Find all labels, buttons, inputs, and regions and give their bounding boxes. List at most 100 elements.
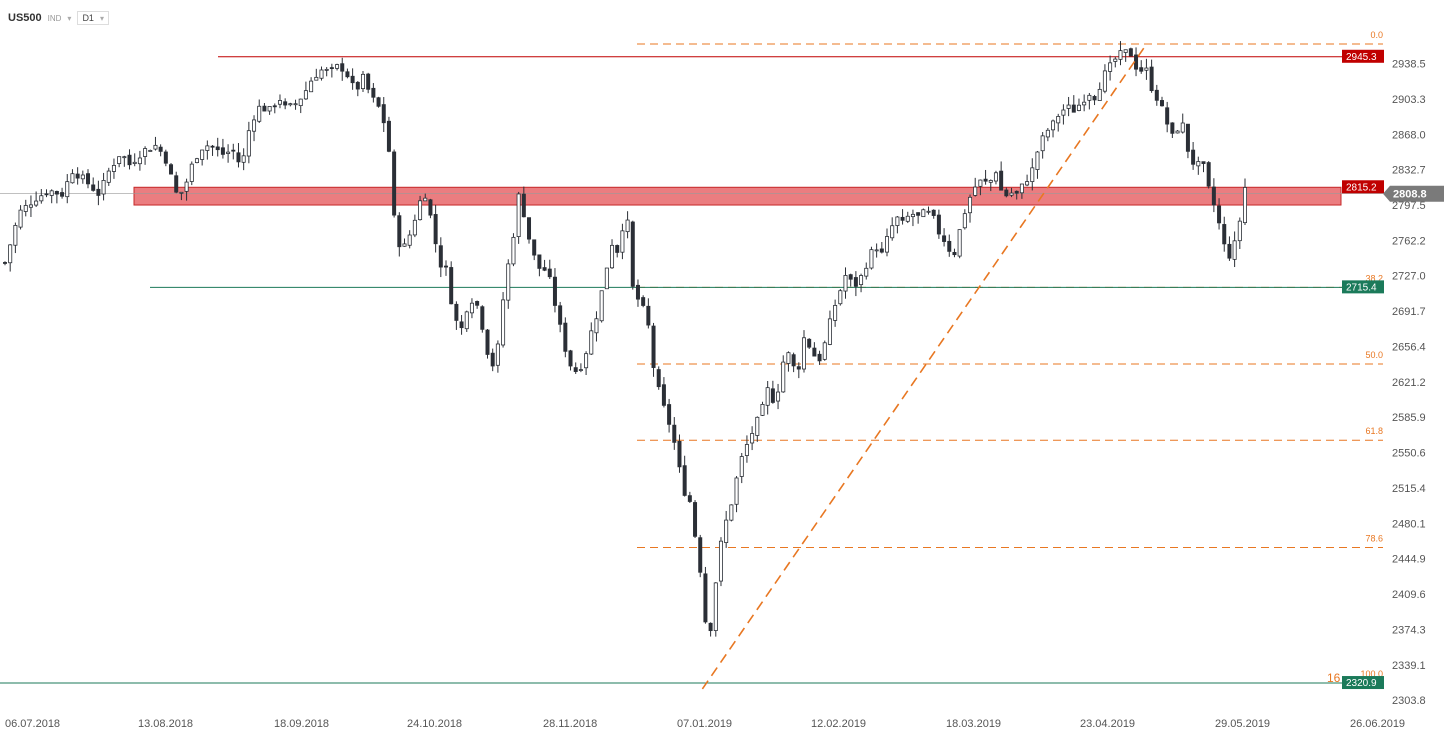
candle-body [770,388,775,403]
candle-body [672,424,677,443]
candle-body [547,268,552,278]
candle-body [309,80,314,93]
candle-body [454,303,459,321]
y-axis-tick-label: 2374.3 [1392,624,1426,636]
candle-body [693,502,698,537]
x-axis-tick-label: 12.02.2019 [811,718,866,730]
candle-body [345,71,350,78]
candle-body [1082,101,1087,106]
candle-body [537,254,542,269]
y-axis-tick-label: 2480.1 [1392,518,1426,530]
candle-body [973,186,978,196]
fib-level-label: 100.0 [1360,669,1383,679]
candle-body [739,456,744,477]
candle-body [1180,122,1185,133]
candle-body [1211,186,1216,206]
candle-body [552,276,557,306]
candle-body [713,582,718,631]
candle-body [283,101,288,106]
fib-level-label: 78.6 [1365,534,1383,544]
candle-body [988,180,993,183]
candle-body [220,147,225,155]
x-axis-tick-label: 26.06.2019 [1350,718,1405,730]
candle-body [1196,161,1201,167]
candle-body [1092,96,1097,101]
y-axis-tick-label: 2515.4 [1392,483,1426,495]
candle-body [527,217,532,240]
candle-body [983,178,988,182]
candle-body [189,163,194,182]
candle-body [641,297,646,306]
candle-body [506,263,511,301]
chevron-down-icon[interactable]: ▾ [67,13,72,23]
timeframe-select[interactable]: D1 ▾ [77,11,109,25]
y-axis-tick-label: 2832.7 [1392,165,1426,177]
y-axis-tick-label: 2727.0 [1392,271,1426,283]
candle-body [812,347,817,357]
candle-body [381,104,386,124]
candle-body [563,322,568,352]
candle-body [594,318,599,334]
candle-body [366,73,371,90]
candle-body [578,369,583,371]
x-axis-tick-label: 18.03.2019 [946,718,1001,730]
candle-body [615,245,620,253]
candle-body [1025,181,1030,186]
candle-body [1097,88,1102,101]
candle-body [1191,149,1196,165]
x-axis-tick-label: 23.04.2019 [1080,718,1135,730]
zone-price-badge-bg [1342,180,1384,194]
y-axis-tick-label: 2444.9 [1392,554,1426,566]
candle-body [827,318,832,345]
candle-body [231,149,236,152]
candle-body [558,305,563,325]
candle-body [542,267,547,271]
candle-body [298,98,303,107]
candle-body [1165,107,1170,125]
candle-body [817,353,822,362]
candle-body [1237,220,1242,242]
candle-body [765,387,770,406]
resistance-price-badge: 2945.3 [1346,52,1377,63]
candle-body [905,215,910,222]
candle-body [314,76,319,81]
symbol-label[interactable]: US500 [8,12,42,24]
candle-body [101,180,106,195]
candle-body [428,199,433,216]
candle-body [656,369,661,388]
candle-body [1222,224,1227,245]
candle-body [350,75,355,84]
x-axis-tick-label: 24.10.2018 [407,718,462,730]
candle-body [1045,129,1050,138]
candle-body [438,245,443,268]
candle-body [449,267,454,305]
candle-body [843,275,848,292]
candle-body [729,504,734,521]
candle-body [86,173,91,185]
resistance-price-badge-bg [1342,49,1384,63]
candle-body [335,64,340,69]
instrument-type-label[interactable]: IND [47,13,62,23]
candle-body [599,290,604,322]
candle-body [288,103,293,106]
fib-trend-line [701,43,1148,690]
x-axis-tick-label: 06.07.2018 [5,718,60,730]
candle-body [355,81,360,90]
zone-price-badge: 2815.2 [1346,182,1377,193]
candle-body [205,145,210,151]
candle-body [760,404,765,416]
fib-level-label: 38.2 [1365,273,1383,283]
candle-body [1201,161,1206,164]
candle-body [469,302,474,314]
candle-body [926,210,931,213]
support-low-price-badge: 2320.9 [1346,678,1377,689]
candle-body [1217,205,1222,224]
candle-body [1144,67,1149,71]
candle-body [262,105,267,112]
candle-body [573,367,578,372]
candle-body [568,350,573,367]
candle-body [1066,104,1071,109]
candle-body [999,170,1004,191]
candle-body [822,342,827,360]
